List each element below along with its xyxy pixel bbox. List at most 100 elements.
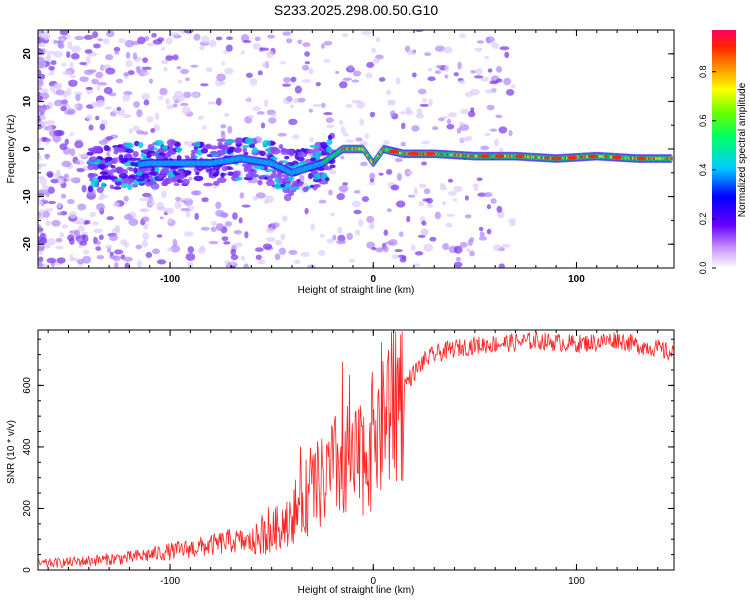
spectrogram-noise bbox=[453, 72, 459, 77]
spectrogram-noise bbox=[342, 33, 349, 38]
spectrogram-noise bbox=[351, 79, 360, 83]
spectrogram-noise bbox=[302, 42, 311, 48]
spectrogram-cluster bbox=[121, 178, 128, 184]
spectrogram-cluster bbox=[101, 159, 106, 164]
spectrogram-noise bbox=[41, 184, 50, 191]
spectrogram-cluster bbox=[176, 178, 183, 184]
spectrogram-noise bbox=[388, 239, 398, 246]
spectrogram-noise bbox=[128, 218, 139, 226]
spectrogram-noise bbox=[396, 172, 402, 181]
spectrogram-cluster bbox=[325, 146, 332, 153]
spectrogram-noise bbox=[383, 229, 389, 236]
spectrogram-noise bbox=[216, 73, 226, 82]
spectrogram-noise bbox=[89, 211, 97, 218]
spectrogram-noise bbox=[255, 254, 262, 260]
spectrogram-noise bbox=[417, 234, 426, 238]
spectrogram-noise bbox=[132, 52, 138, 60]
spectrogram-noise bbox=[170, 244, 181, 253]
spectrogram-noise bbox=[326, 238, 335, 244]
spectrogram-noise bbox=[81, 231, 89, 236]
spectrogram-noise bbox=[137, 36, 146, 45]
spectrogram-noise bbox=[103, 86, 113, 95]
spectrogram-noise bbox=[40, 88, 49, 93]
y-tick-label: -10 bbox=[22, 189, 33, 204]
spectrogram-cluster bbox=[310, 184, 315, 188]
snr-panel: -100 0 100 0 200 400 600 Height of straight li… bbox=[6, 329, 675, 596]
spectrogram-noise bbox=[174, 201, 182, 210]
spectrogram-noise bbox=[421, 98, 428, 103]
spectrogram-noise bbox=[38, 224, 42, 229]
spectrogram-noise bbox=[77, 217, 85, 225]
spectrogram-noise bbox=[38, 163, 47, 168]
spectrogram-cluster bbox=[280, 183, 286, 188]
spectrogram-cluster bbox=[97, 164, 107, 169]
spectrogram-noise bbox=[53, 50, 63, 58]
spectrogram-noise bbox=[151, 32, 157, 38]
spectrogram-noise bbox=[105, 67, 116, 75]
spectrogram-noise bbox=[294, 85, 303, 94]
spectrogram-noise bbox=[465, 135, 473, 141]
spectrogram-noise bbox=[261, 62, 269, 68]
spectrogram-noise bbox=[240, 34, 250, 42]
spectrogram-noise bbox=[183, 30, 194, 34]
spectrogram-noise bbox=[496, 205, 503, 213]
spectrogram-noise bbox=[346, 232, 353, 241]
ridge-hotspot bbox=[612, 155, 623, 160]
spectrogram-noise bbox=[259, 47, 270, 51]
spectrogram-cluster bbox=[109, 184, 115, 190]
x-tick-label: -100 bbox=[160, 274, 180, 285]
spectrogram-noise bbox=[444, 74, 449, 79]
spectrogram-noise bbox=[48, 71, 54, 76]
spectrogram-cluster bbox=[88, 173, 99, 177]
spectrogram-cluster bbox=[244, 137, 254, 144]
spectrogram-noise bbox=[323, 59, 331, 63]
spectrogram-noise bbox=[266, 50, 274, 59]
spectrogram-noise bbox=[48, 124, 53, 132]
spectrogram-cluster bbox=[146, 181, 157, 185]
spectrogram-cluster bbox=[229, 146, 234, 153]
spectrogram-noise bbox=[510, 84, 516, 89]
x-tick-label: 100 bbox=[568, 274, 585, 285]
spectrogram-noise bbox=[179, 102, 189, 107]
spectrogram-noise bbox=[101, 64, 109, 70]
x-tick-label: 100 bbox=[568, 576, 585, 587]
spectrogram-noise bbox=[368, 181, 376, 186]
spectrogram-noise bbox=[95, 115, 100, 121]
spectrogram-noise bbox=[38, 153, 41, 161]
spectrogram-cluster bbox=[122, 157, 130, 162]
spectrogram-noise bbox=[486, 228, 492, 235]
spectrogram-noise bbox=[385, 169, 393, 175]
ridge-hotspot bbox=[567, 155, 578, 160]
spectrogram-noise bbox=[146, 116, 154, 123]
spectrogram-noise bbox=[265, 237, 276, 243]
spectrogram-noise bbox=[99, 123, 106, 131]
spectrogram-noise bbox=[386, 208, 392, 213]
spectrogram-noise bbox=[146, 43, 155, 47]
spectrogram-noise bbox=[389, 110, 396, 118]
spectrogram-noise bbox=[432, 126, 439, 131]
spectrogram-cluster bbox=[86, 151, 94, 156]
spectrogram-cluster bbox=[288, 177, 294, 182]
spectrogram-noise bbox=[165, 37, 173, 45]
spectrogram-noise bbox=[191, 92, 199, 98]
spectrogram-cluster bbox=[190, 151, 196, 159]
spectrogram-noise bbox=[309, 137, 314, 143]
spectrogram-noise bbox=[252, 106, 261, 111]
spectrogram-noise bbox=[383, 140, 390, 145]
y-tick-label: 10 bbox=[22, 95, 33, 107]
spectrogram-noise bbox=[308, 68, 314, 75]
spectrogram-noise bbox=[163, 66, 168, 72]
spectrogram-cluster bbox=[221, 166, 228, 172]
spectrogram-noise bbox=[336, 239, 346, 245]
spectrogram-noise bbox=[164, 207, 174, 215]
spectrogram-noise bbox=[277, 132, 287, 137]
spectrogram-noise bbox=[46, 171, 54, 178]
spectrogram-noise bbox=[56, 257, 66, 264]
spectrogram-noise bbox=[457, 80, 466, 85]
spectrogram-noise bbox=[57, 40, 64, 48]
spectrogram-noise bbox=[239, 192, 245, 199]
spectrogram-noise bbox=[60, 193, 67, 199]
spectrogram-noise bbox=[112, 201, 120, 207]
spectrogram-cluster bbox=[225, 140, 235, 144]
spectrogram-noise bbox=[230, 254, 239, 261]
